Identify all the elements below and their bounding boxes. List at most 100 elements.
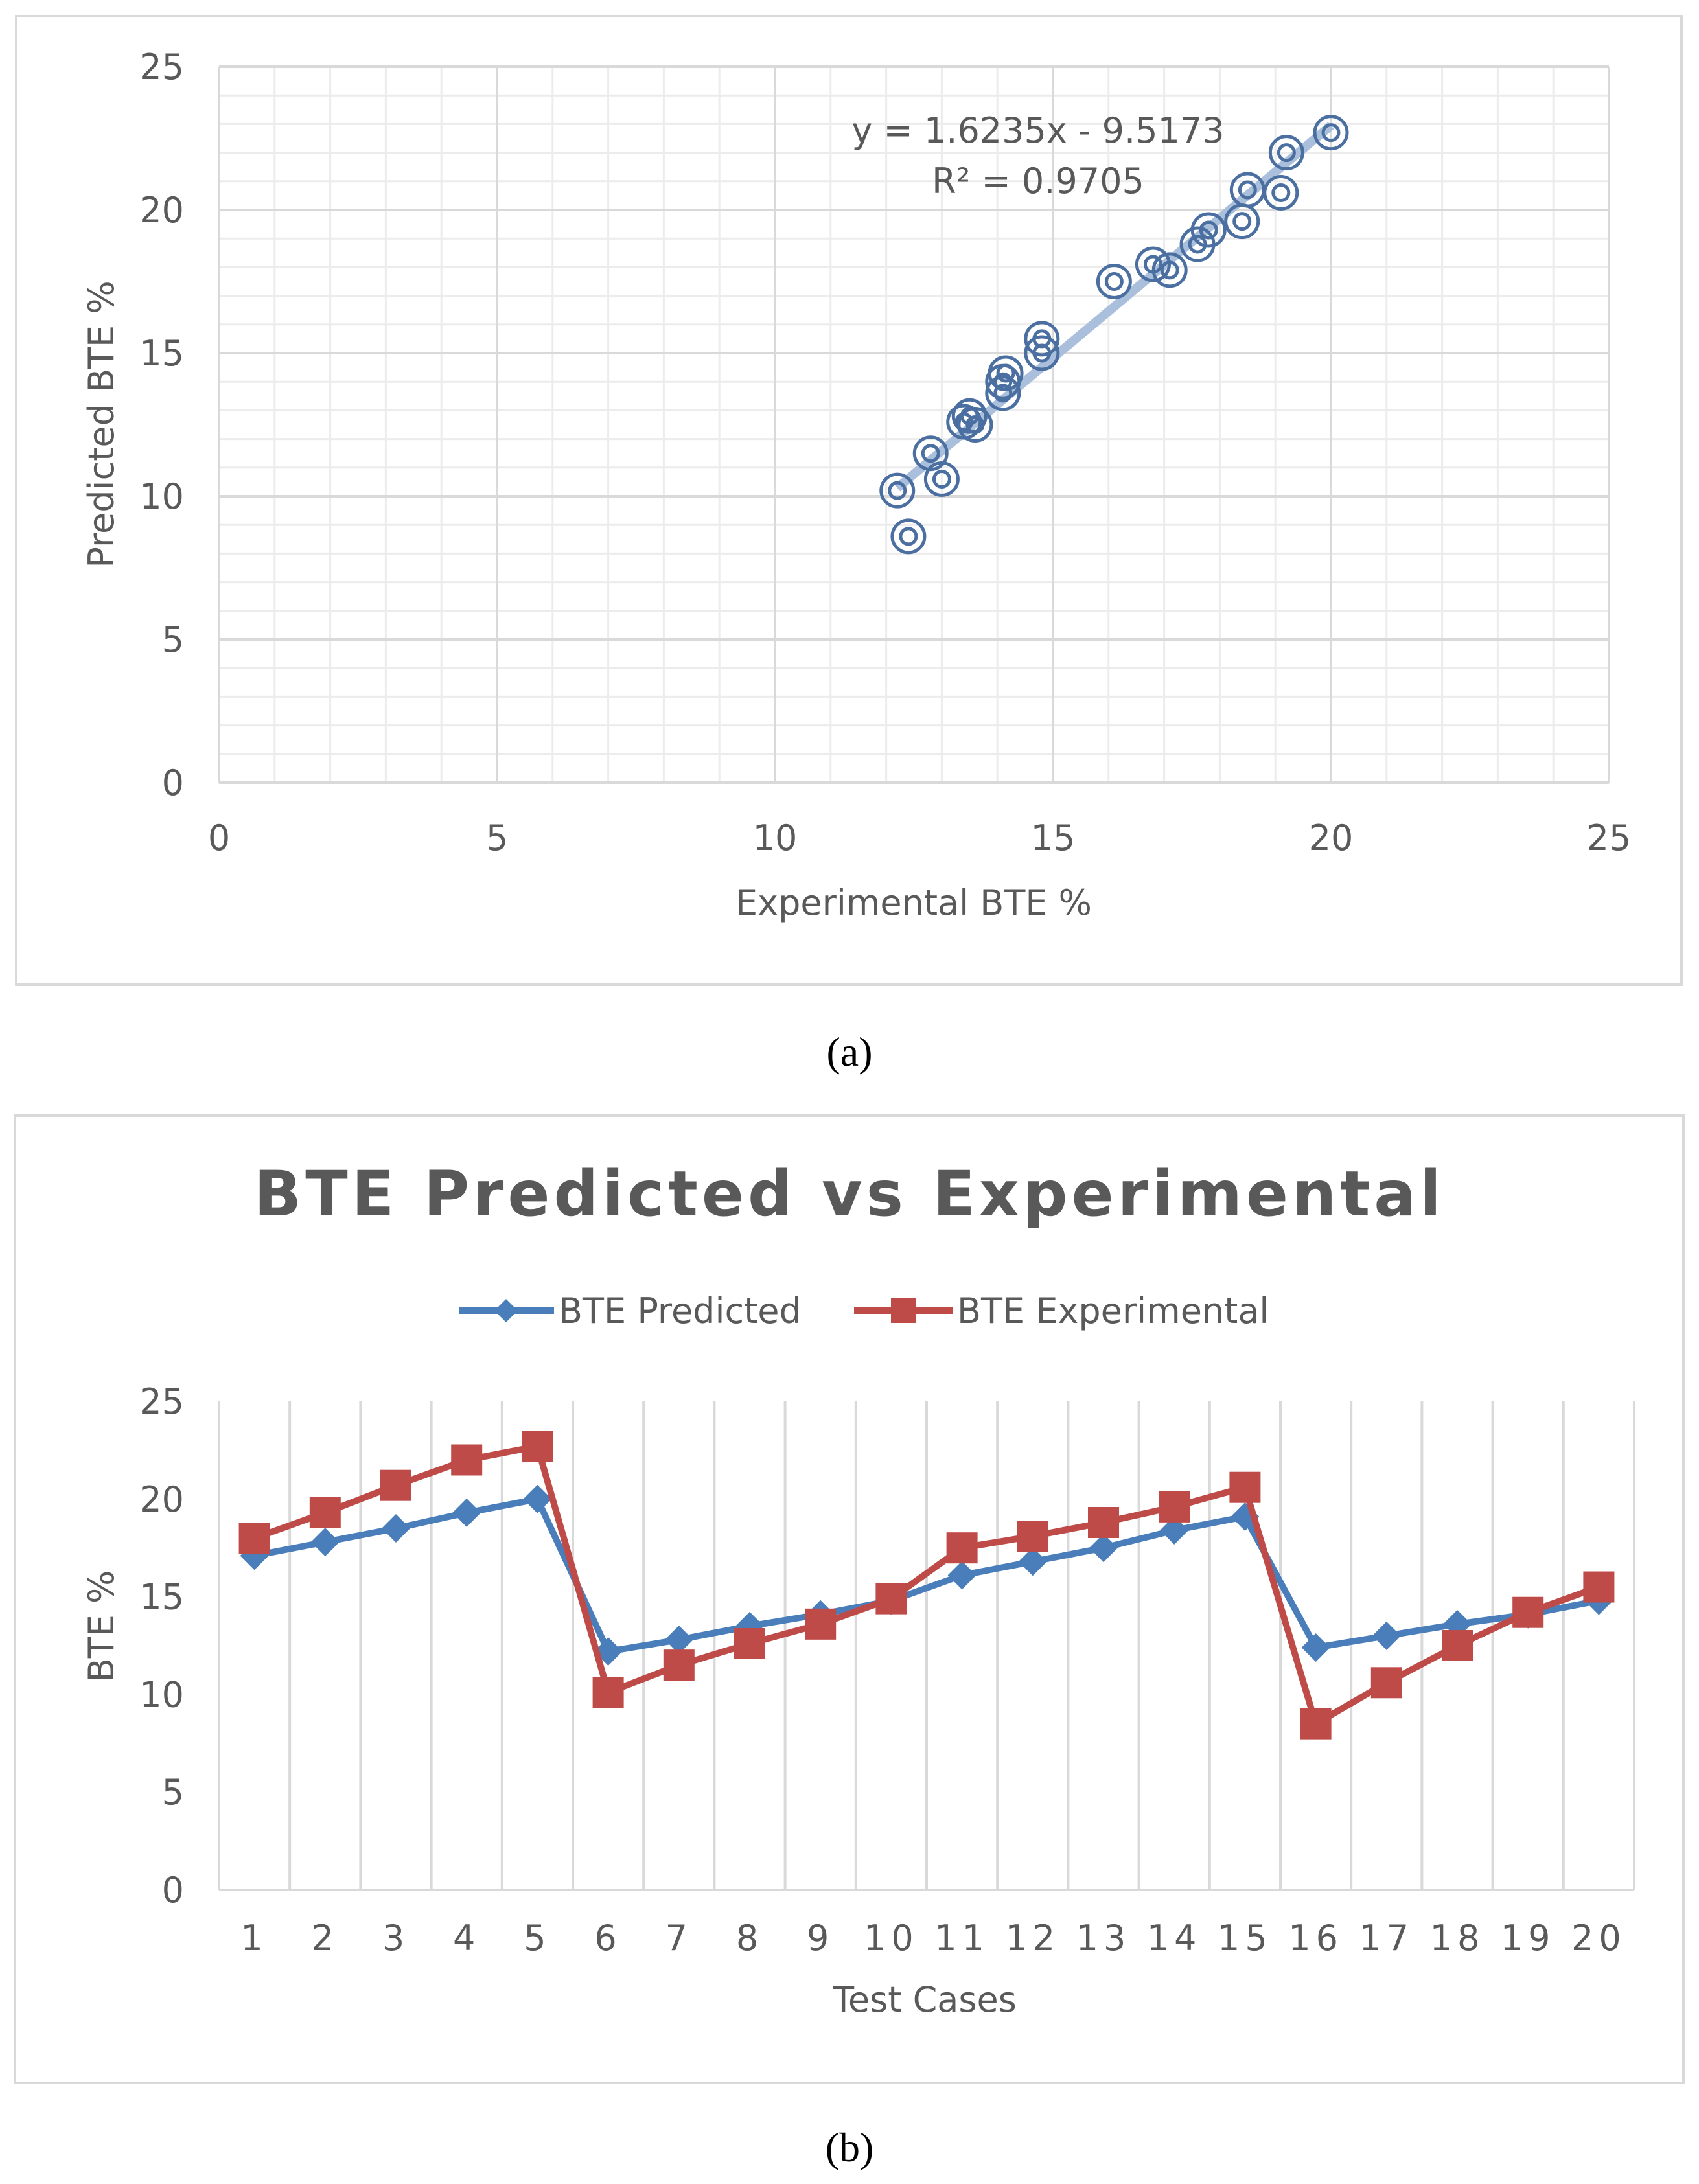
scatter-point-outer-ring bbox=[890, 518, 927, 555]
scatter-point-inner-ring bbox=[921, 444, 940, 463]
panel-b-y-axis-title: BTE % bbox=[81, 1570, 122, 1683]
scatter-point bbox=[923, 461, 960, 497]
diamond-marker bbox=[310, 1528, 340, 1557]
y-tick-label: 25 bbox=[139, 47, 184, 87]
scatter-point bbox=[890, 518, 927, 555]
square-marker bbox=[1300, 1708, 1332, 1740]
square-marker bbox=[805, 1608, 837, 1640]
diamond-marker bbox=[1089, 1534, 1118, 1563]
y-tick-label: 5 bbox=[162, 619, 184, 660]
y-tick-label: 20 bbox=[139, 1479, 184, 1520]
scatter-point-inner-ring bbox=[1277, 143, 1296, 163]
x-tick-label: 5 bbox=[486, 818, 508, 858]
scatter-point-outer-ring bbox=[1313, 115, 1349, 151]
panel-b-frame bbox=[14, 1114, 1685, 2084]
scatter-point bbox=[1096, 264, 1132, 299]
y-tick-label: 0 bbox=[162, 1870, 184, 1911]
legend-item-predicted: BTE Predicted bbox=[459, 1291, 802, 1331]
scatter-point-inner-ring bbox=[888, 481, 907, 500]
scatter-point bbox=[1268, 135, 1304, 171]
x-tick-label: 6 bbox=[594, 1918, 621, 1959]
panel-b-legend: BTE Predicted BTE Experimental bbox=[459, 1291, 1269, 1331]
scatter-point-inner-ring bbox=[899, 527, 918, 546]
diamond-marker bbox=[523, 1484, 552, 1513]
scatter-point bbox=[985, 375, 1021, 411]
scatter-point-inner-ring bbox=[1321, 123, 1341, 143]
square-marker bbox=[522, 1431, 553, 1462]
diamond-marker bbox=[1372, 1621, 1401, 1650]
scatter-point-inner-ring bbox=[996, 363, 1015, 383]
x-tick-label: 16 bbox=[1288, 1918, 1343, 1959]
square-marker bbox=[734, 1627, 765, 1659]
panel-b-gridlines bbox=[218, 1401, 1635, 1891]
scatter-point-inner-ring bbox=[1199, 220, 1218, 240]
square-marker bbox=[1088, 1506, 1119, 1538]
scatter-point-outer-ring bbox=[1024, 335, 1060, 371]
square-marker bbox=[1442, 1630, 1473, 1661]
panel-b-title: BTE Predicted vs Experimental bbox=[254, 1158, 1445, 1230]
x-tick-label: 8 bbox=[736, 1918, 763, 1959]
legend-predicted-diamond-icon bbox=[494, 1299, 518, 1322]
scatter-point-outer-ring bbox=[879, 472, 916, 509]
scatter-point-inner-ring bbox=[993, 384, 1013, 403]
diamond-marker bbox=[1160, 1516, 1189, 1545]
scatter-point bbox=[1190, 212, 1227, 248]
scatter-point-inner-ring bbox=[1032, 329, 1052, 349]
x-tick-label: 25 bbox=[1587, 818, 1632, 858]
panel-a-tick-labels: 0 5 10 15 20 25 0 5 10 15 20 25 bbox=[139, 47, 1631, 858]
scatter-point bbox=[1151, 252, 1188, 288]
diamond-marker bbox=[382, 1514, 410, 1543]
panel-b-x-axis-title: Test Cases bbox=[832, 1979, 1017, 2020]
x-tick-label: 20 bbox=[1309, 818, 1354, 858]
scatter-point-outer-ring bbox=[1135, 246, 1171, 282]
square-marker bbox=[1370, 1667, 1402, 1699]
x-tick-label: 5 bbox=[524, 1918, 551, 1959]
panel-a-caption: (a) bbox=[826, 1029, 872, 1075]
y-tick-label: 15 bbox=[139, 1577, 184, 1618]
scatter-point bbox=[879, 472, 916, 509]
scatter-point-inner-ring bbox=[1232, 212, 1252, 231]
x-tick-label: 15 bbox=[1031, 818, 1076, 858]
scatter-point bbox=[1263, 174, 1299, 211]
diamond-marker bbox=[947, 1561, 977, 1590]
x-tick-label: 12 bbox=[1005, 1918, 1060, 1959]
x-tick-label: 14 bbox=[1147, 1918, 1202, 1959]
scatter-point bbox=[1024, 321, 1060, 357]
legend-item-experimental: BTE Experimental bbox=[854, 1291, 1269, 1331]
panel-b-caption: (b) bbox=[826, 2124, 874, 2170]
y-tick-label: 10 bbox=[139, 476, 184, 517]
x-tick-label: 13 bbox=[1076, 1918, 1131, 1959]
scatter-point-outer-ring bbox=[951, 398, 988, 434]
scatter-point-inner-ring bbox=[1104, 272, 1124, 291]
scatter-point-outer-ring bbox=[1268, 135, 1304, 171]
x-tick-label: 10 bbox=[753, 818, 798, 858]
scatter-point bbox=[1313, 115, 1349, 151]
legend-experimental-label: BTE Experimental bbox=[957, 1291, 1269, 1331]
legend-experimental-square-icon bbox=[891, 1298, 916, 1323]
scatter-point-outer-ring bbox=[1024, 321, 1060, 357]
scatter-point-outer-ring bbox=[1151, 252, 1188, 288]
diamond-marker bbox=[664, 1625, 693, 1654]
diamond-marker bbox=[1018, 1547, 1047, 1576]
scatter-point-outer-ring bbox=[957, 407, 993, 443]
y-tick-label: 10 bbox=[139, 1674, 184, 1715]
scatter-point-outer-ring bbox=[1263, 174, 1299, 211]
x-tick-label: 20 bbox=[1571, 1918, 1626, 1959]
square-marker bbox=[1512, 1596, 1544, 1628]
x-tick-label: 1 bbox=[240, 1918, 268, 1959]
scatter-point-outer-ring bbox=[1096, 264, 1132, 299]
y-tick-label: 20 bbox=[139, 190, 184, 231]
panel-b-series bbox=[238, 1431, 1615, 1740]
y-tick-label: 15 bbox=[139, 333, 184, 374]
square-marker bbox=[875, 1583, 907, 1615]
x-tick-label: 15 bbox=[1218, 1918, 1273, 1959]
panel-a-y-axis-title: Predicted BTE % bbox=[81, 281, 122, 568]
x-tick-label: 0 bbox=[208, 818, 230, 858]
scatter-point bbox=[988, 355, 1024, 391]
x-tick-label: 10 bbox=[864, 1918, 919, 1959]
panel-a-r-squared: R² = 0.9705 bbox=[932, 161, 1144, 201]
scatter-point bbox=[957, 407, 993, 443]
x-tick-label: 9 bbox=[807, 1918, 834, 1959]
